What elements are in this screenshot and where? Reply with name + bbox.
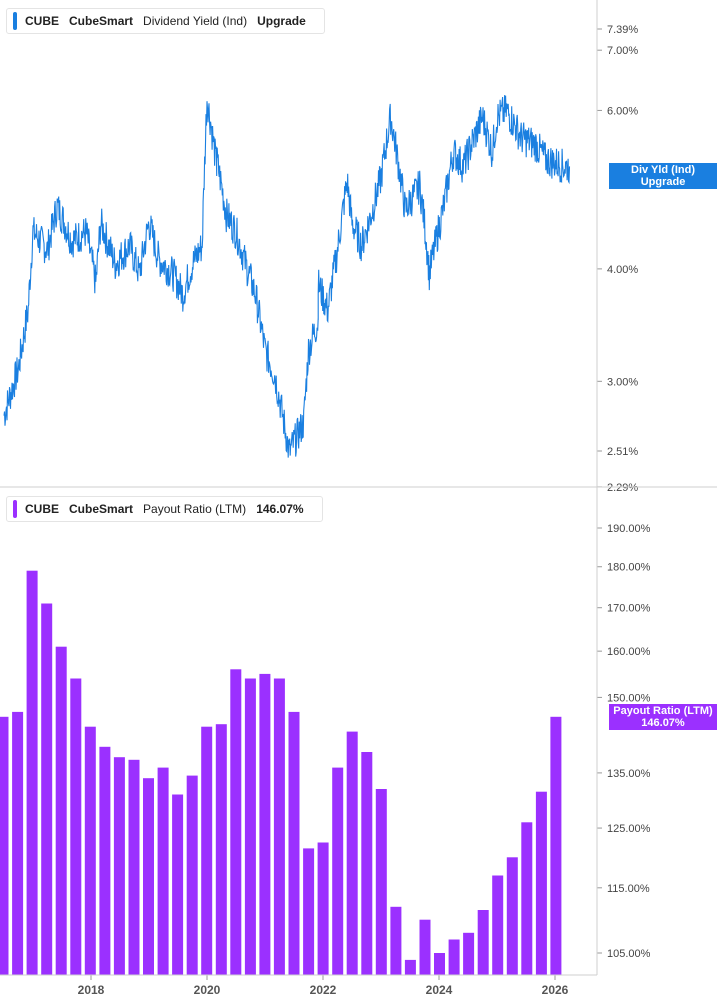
payout-ratio-bar — [172, 794, 184, 975]
y-tick-label: 7.39% — [607, 24, 638, 36]
payout-ratio-bar — [143, 778, 154, 975]
bottom-chart: 190.00% 180.00% 170.00% 160.00% 150.00% 135.0… — [0, 523, 651, 975]
y-tick-label: 3.00% — [607, 376, 638, 388]
payout-ratio-bar — [99, 746, 111, 975]
y-tick-label: 7.00% — [607, 45, 638, 57]
y-tick-label: 2.29% — [607, 482, 638, 494]
payout-ratio-bar — [492, 875, 504, 975]
legend-metric: Payout Ratio (LTM) — [143, 502, 247, 516]
payout-ratio-bar — [215, 724, 227, 975]
x-tick-label: 2018 — [78, 983, 105, 997]
legend-payout-ratio: CUBE CubeSmart Payout Ratio (LTM) 146.07… — [6, 496, 323, 522]
tag-label: Div Yld (Ind) — [631, 164, 695, 176]
payout-ratio-bar — [0, 716, 9, 975]
payout-ratio-bar — [55, 646, 67, 975]
payout-ratio-bar — [113, 757, 125, 975]
payout-ratio-bar — [434, 953, 445, 975]
payout-ratio-bar — [303, 848, 315, 975]
x-tick-label: 2020 — [194, 983, 221, 997]
payout-ratio-bar — [259, 673, 271, 975]
y-tick-label: 2.51% — [607, 446, 638, 458]
legend-company: CubeSmart — [69, 14, 134, 28]
payout-ratio-bar — [84, 726, 96, 975]
tag-label: Payout Ratio (LTM) — [613, 705, 713, 717]
legend-metric: Dividend Yield (Ind) — [143, 14, 248, 28]
y-tick-label: 125.00% — [607, 823, 651, 835]
y-tick-label: 180.00% — [607, 562, 651, 574]
payout-ratio-bar — [521, 822, 533, 975]
y-tick-label: 190.00% — [607, 523, 651, 535]
payout-ratio-bar — [346, 731, 358, 975]
payout-ratio-bar — [128, 759, 140, 975]
y-tick-label: 150.00% — [607, 692, 651, 704]
tag-value: 146.07% — [641, 717, 685, 729]
y-tick-label: 6.00% — [607, 105, 638, 117]
x-tick-label: 2026 — [542, 983, 569, 997]
legend-value: 146.07% — [256, 502, 304, 516]
payout-ratio-bar — [463, 932, 475, 975]
payout-ratio-bar — [157, 767, 169, 975]
payout-ratio-bar — [390, 906, 402, 975]
payout-ratio-bar — [448, 939, 460, 975]
payout-ratio-bar — [288, 711, 300, 975]
y-tick-label: 170.00% — [607, 603, 651, 615]
series-swatch — [13, 12, 17, 30]
y-tick-label: 115.00% — [607, 883, 650, 895]
payout-ratio-bar — [26, 570, 38, 975]
last-value-tag-dividend-yield: Div Yld (Ind) Upgrade — [609, 163, 717, 189]
payout-ratio-bar — [535, 791, 547, 975]
payout-ratio-bar — [70, 678, 82, 975]
x-axis: 2018 2020 2022 2024 2026 — [78, 975, 569, 997]
payout-ratio-bar — [332, 767, 344, 975]
top-chart: 7.39% 7.00% 6.00% 4.00% 3.00% 2.51% 2.29% — [3, 24, 638, 494]
payout-ratio-bar — [12, 711, 24, 975]
legend-company: CubeSmart — [69, 502, 134, 516]
payout-ratio-bar — [550, 716, 562, 975]
y-tick-label: 160.00% — [607, 646, 651, 658]
payout-ratio-bar — [186, 775, 198, 975]
payout-ratio-bar — [404, 959, 416, 975]
payout-ratio-bar — [477, 910, 489, 975]
x-tick-label: 2024 — [426, 983, 453, 997]
series-swatch — [13, 500, 17, 518]
payout-ratio-bar — [201, 726, 213, 975]
payout-ratio-bar — [361, 752, 373, 975]
payout-ratio-bar — [41, 603, 53, 975]
payout-ratio-bar — [419, 919, 431, 975]
last-value-tag-payout-ratio: Payout Ratio (LTM) 146.07% — [609, 704, 717, 730]
tag-value[interactable]: Upgrade — [640, 176, 686, 188]
payout-ratio-bar — [273, 678, 285, 975]
payout-ratio-bar — [244, 678, 256, 975]
legend-symbol: CUBE — [25, 14, 60, 28]
dividend-yield-line — [3, 95, 571, 458]
y-tick-label: 4.00% — [607, 264, 638, 276]
legend-value[interactable]: Upgrade — [257, 14, 306, 28]
x-tick-label: 2022 — [310, 983, 337, 997]
payout-ratio-bar — [317, 842, 329, 975]
y-tick-label: 135.00% — [607, 768, 651, 780]
payout-ratio-bar — [230, 669, 242, 975]
payout-ratio-bar — [506, 857, 518, 975]
payout-ratio-bar — [375, 789, 387, 975]
legend-dividend-yield: CUBE CubeSmart Dividend Yield (Ind) Upgr… — [6, 8, 325, 34]
legend-symbol: CUBE — [25, 502, 60, 516]
y-tick-label: 105.00% — [607, 948, 651, 960]
